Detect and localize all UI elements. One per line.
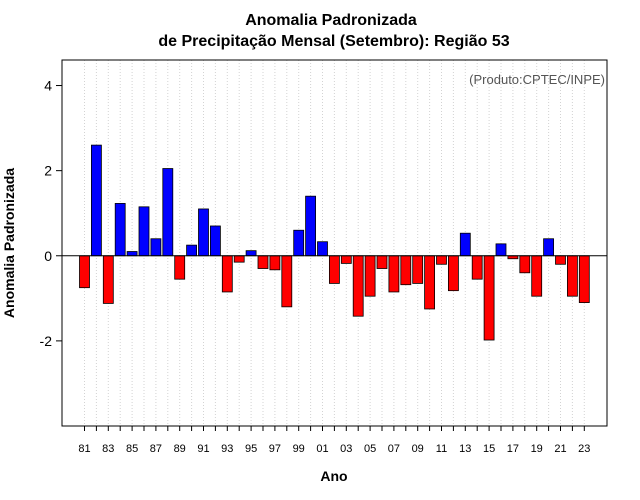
bar-19: [531, 255, 543, 297]
bar-83: [102, 255, 114, 304]
bar-20: [543, 238, 554, 257]
chart-title-line2: de Precipitação Mensal (Setembro): Regiã…: [158, 33, 509, 50]
y-tick-label: 0: [44, 248, 52, 264]
bar-81: [79, 255, 90, 289]
bar-16: [495, 243, 507, 257]
x-tick-label: 89: [174, 443, 186, 455]
bar-92: [209, 225, 221, 257]
bar-82: [91, 144, 102, 257]
x-axis: 81 83 85 87 89 91 93 95 97 99 01 03 05 07 09 11 13 15 17 19…: [78, 426, 590, 455]
bar-23: [578, 255, 590, 303]
bar-88: [162, 168, 174, 257]
bar-11: [436, 255, 447, 265]
bar-12: [447, 255, 459, 292]
x-tick-label: 99: [293, 443, 305, 455]
y-tick-label: -2: [40, 333, 53, 349]
bar-86: [138, 206, 150, 257]
x-tick-label: 03: [340, 443, 352, 455]
bar-89: [174, 255, 186, 280]
bar-14: [471, 255, 483, 280]
bar-84: [114, 203, 126, 257]
x-tick-label: 97: [269, 443, 281, 455]
x-tick-label: 15: [483, 443, 495, 455]
bar-94: [233, 255, 245, 263]
x-tick-label: 85: [126, 443, 138, 455]
bar-96: [257, 255, 269, 269]
bar-08: [400, 255, 412, 286]
bar-09: [412, 255, 424, 284]
x-tick-label: 23: [578, 443, 590, 455]
bar-91: [198, 208, 209, 257]
bar-21: [555, 255, 566, 265]
bar-93: [221, 255, 233, 293]
bar-05: [364, 255, 376, 297]
bar-15: [483, 255, 495, 341]
y-axis-label: Anomalia Padronizada: [1, 168, 17, 318]
x-tick-label: 09: [412, 443, 424, 455]
x-tick-label: 93: [221, 443, 233, 455]
x-tick-label: 87: [150, 443, 162, 455]
bar-87: [150, 238, 162, 257]
bar-90: [186, 244, 198, 257]
bar-02: [328, 255, 340, 284]
bar-18: [519, 255, 531, 274]
bar-99: [293, 229, 305, 257]
bar-10: [424, 255, 436, 310]
bar-13: [459, 232, 471, 257]
x-tick-label: 01: [316, 443, 328, 455]
bar-98: [281, 255, 293, 308]
bar-22: [567, 255, 578, 297]
x-tick-label: 11: [436, 443, 447, 455]
bar-95: [245, 250, 257, 257]
credit-label: (Produto:CPTEC/INPE): [469, 72, 605, 87]
x-tick-label: 21: [554, 443, 566, 455]
y-tick-label: 4: [44, 78, 52, 94]
bar-97: [269, 255, 281, 271]
x-tick-label: 95: [245, 443, 257, 455]
chart-title-line1: Anomalia Padronizada: [245, 12, 417, 29]
x-tick-label: 83: [102, 443, 114, 455]
bar-01: [317, 241, 328, 257]
y-tick-label: 2: [44, 163, 52, 179]
x-tick-label: 07: [388, 443, 400, 455]
bar-04: [352, 255, 364, 317]
x-axis-label: Ano: [320, 468, 347, 484]
x-tick-label: 17: [507, 443, 519, 455]
x-tick-label: 05: [364, 443, 376, 455]
x-tick-label: 91: [197, 443, 209, 455]
y-axis: -2 0 2 4: [40, 78, 62, 349]
x-tick-label: 13: [459, 443, 471, 455]
bar-00: [305, 195, 317, 257]
x-tick-label: 19: [531, 443, 543, 455]
bar-85: [126, 251, 138, 257]
bar-06: [376, 255, 388, 269]
bar-07: [388, 255, 400, 293]
bars: [79, 144, 590, 341]
x-tick-label: 81: [78, 443, 90, 455]
bar-03: [340, 255, 352, 264]
